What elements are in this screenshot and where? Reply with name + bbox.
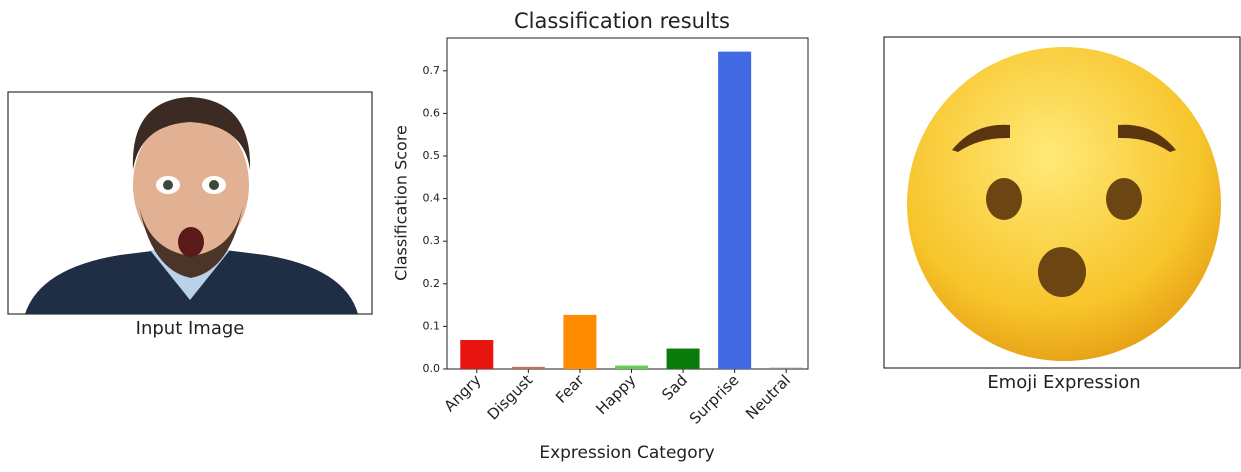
input-photo [7, 91, 373, 315]
bar [563, 314, 597, 369]
x-tick-label: Disgust [484, 371, 537, 424]
y-axis-label: Classification Score [392, 125, 411, 281]
bar [614, 365, 649, 369]
bar [460, 340, 494, 369]
x-tick-label: Neutral [742, 371, 794, 423]
bar [666, 348, 700, 369]
y-tick-label: 0.7 [423, 64, 441, 77]
x-tick-label: Sad [658, 371, 691, 404]
y-tick-label: 0.2 [423, 277, 441, 290]
y-tick-label: 0.5 [423, 149, 441, 162]
bar [511, 366, 545, 369]
y-tick-label: 0.0 [423, 362, 441, 375]
chart-title: Classification results [514, 9, 730, 33]
x-tick-label: Angry [441, 371, 485, 415]
bar [718, 51, 752, 369]
emoji-image [883, 36, 1241, 369]
y-tick-label: 0.4 [423, 192, 441, 205]
y-tick-label: 0.6 [423, 106, 441, 119]
emoji-caption: Emoji Expression [987, 372, 1140, 393]
bar [769, 367, 803, 369]
input-caption: Input Image [136, 318, 245, 339]
x-tick-label: Happy [592, 371, 639, 418]
x-axis-label: Expression Category [539, 443, 714, 463]
y-tick-label: 0.1 [423, 319, 441, 332]
plot-frame [446, 37, 809, 370]
x-tick-label: Surprise [686, 371, 743, 428]
y-tick-label: 0.3 [423, 234, 441, 247]
x-tick-label: Fear [552, 371, 588, 407]
